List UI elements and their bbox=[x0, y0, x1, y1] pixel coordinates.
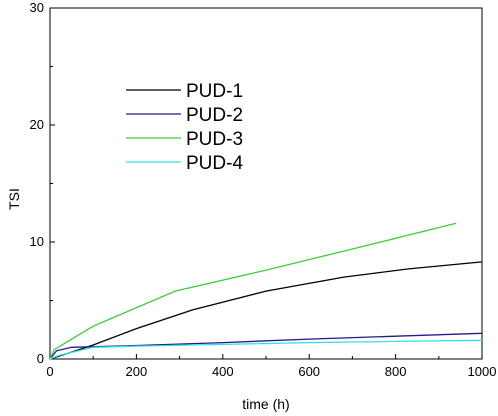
y-tick-label: 10 bbox=[30, 234, 44, 249]
legend: PUD-1 PUD-2 PUD-3 PUD-4 bbox=[126, 81, 243, 174]
x-tick-label: 1000 bbox=[468, 364, 497, 379]
series-line-pud-1 bbox=[49, 261, 483, 360]
plot-frame bbox=[49, 7, 483, 360]
y-axis-title: TSI bbox=[6, 188, 22, 210]
legend-label: PUD-4 bbox=[186, 153, 243, 174]
series-line-pud-3 bbox=[49, 222, 457, 360]
x-axis-title: time (h) bbox=[242, 396, 289, 412]
y-tick-label: 30 bbox=[30, 0, 44, 15]
x-tick-label: 0 bbox=[46, 364, 53, 379]
legend-label: PUD-3 bbox=[186, 129, 243, 150]
x-tick-label: 800 bbox=[385, 364, 407, 379]
series-line-pud-4 bbox=[49, 339, 483, 360]
x-tick-label: 400 bbox=[212, 364, 234, 379]
legend-label: PUD-1 bbox=[186, 81, 243, 102]
y-tick-label: 0 bbox=[37, 351, 44, 366]
axis-ticks: 0 200 400 600 800 1000 0 10 20 30 bbox=[30, 0, 497, 379]
y-tick-label: 20 bbox=[30, 117, 44, 132]
x-tick-label: 600 bbox=[298, 364, 320, 379]
x-tick-label: 200 bbox=[126, 364, 148, 379]
series-layer bbox=[49, 222, 483, 360]
series-line-pud-2 bbox=[49, 332, 483, 360]
legend-label: PUD-2 bbox=[186, 105, 243, 126]
